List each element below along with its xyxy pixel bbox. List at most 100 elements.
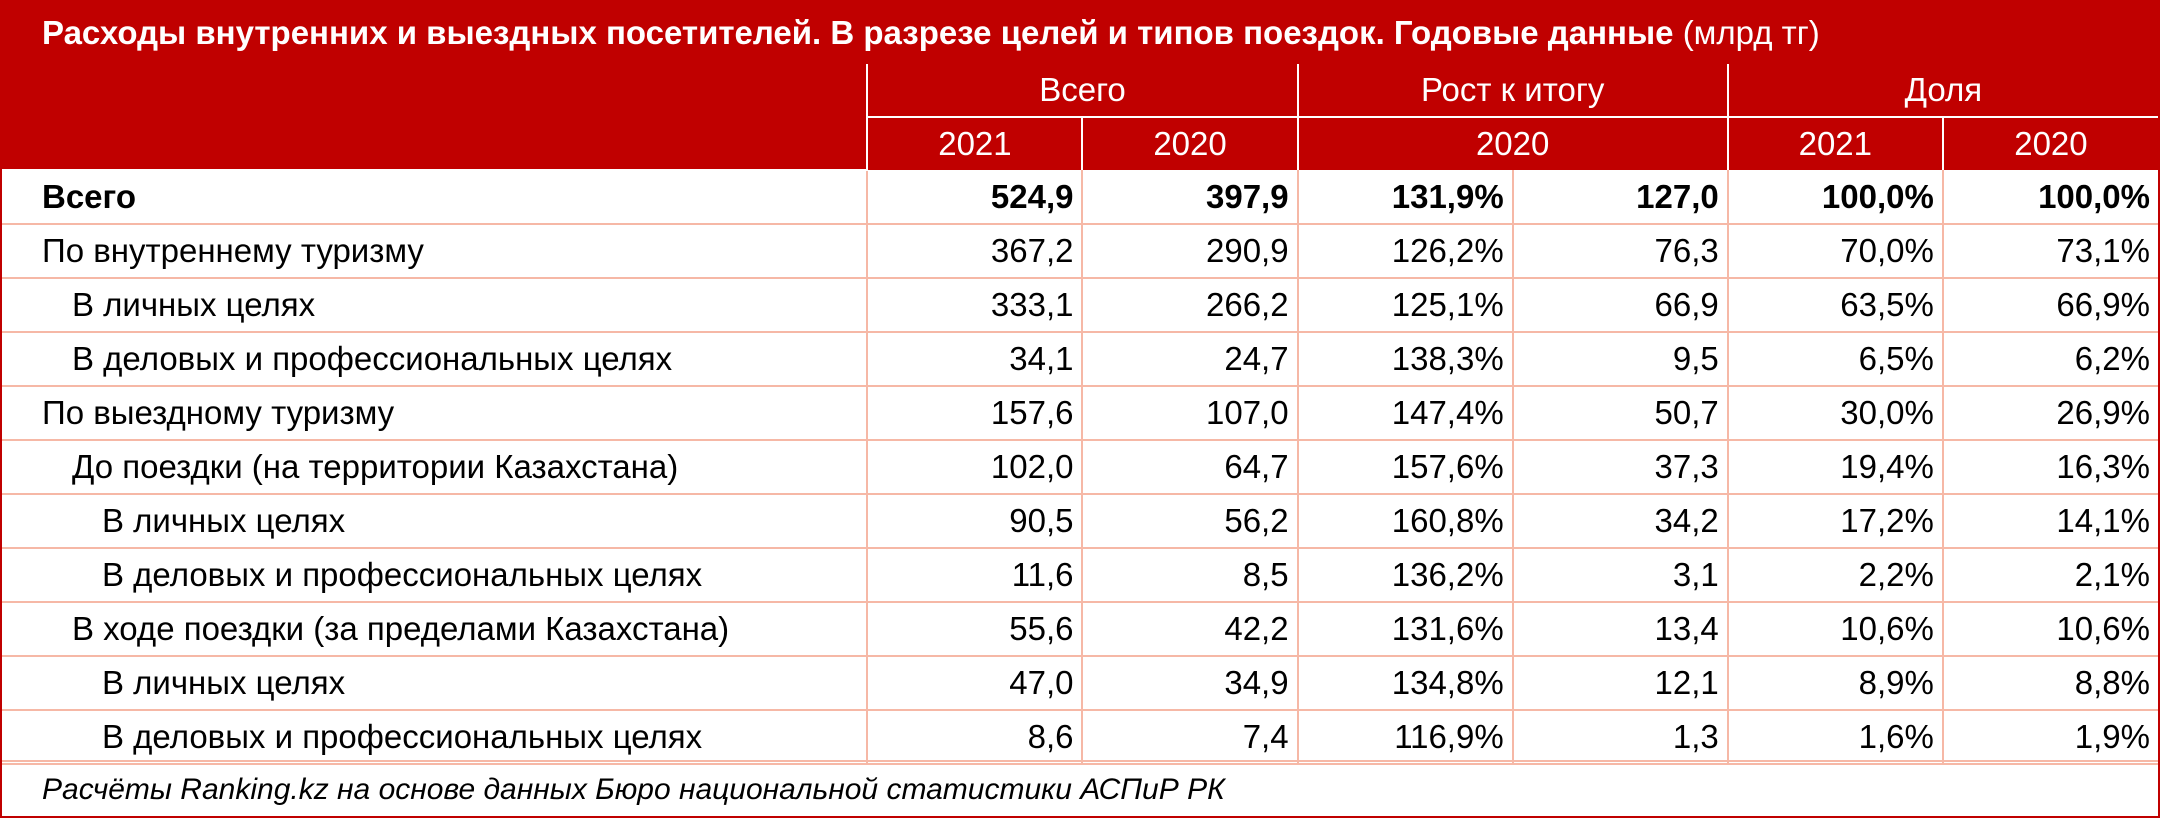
- table-title: Расходы внутренних и выездных посетителе…: [2, 2, 2158, 64]
- row-value: 131,6%: [1296, 601, 1514, 657]
- header-group-total: Всего: [866, 64, 1298, 118]
- row-value: 16,3%: [1941, 439, 2158, 495]
- row-value: 73,1%: [1941, 223, 2158, 279]
- row-value: 100,0%: [1941, 170, 2158, 225]
- row-value: 11,6: [866, 547, 1084, 603]
- row-value: 76,3: [1511, 223, 1729, 279]
- row-value: 1,3: [1511, 709, 1729, 765]
- source-note: Расчёты Ranking.kz на основе данных Бюро…: [2, 760, 2158, 816]
- row-value: 10,6%: [1726, 601, 1944, 657]
- row-value: 100,0%: [1726, 170, 1944, 225]
- row-label: В ходе поездки (за пределами Казахстана): [2, 601, 869, 657]
- row-value: 30,0%: [1726, 385, 1944, 441]
- table-row: В деловых и профессиональных целях 8,6 7,4…: [2, 709, 2158, 765]
- header-year-total-2020: 2020: [1081, 117, 1298, 170]
- row-value: 1,6%: [1726, 709, 1944, 765]
- row-value: 10,6%: [1941, 601, 2158, 657]
- row-label: В деловых и профессиональных целях: [2, 331, 869, 387]
- row-value: 102,0: [866, 439, 1084, 495]
- row-value: 7,4: [1081, 709, 1299, 765]
- row-value: 397,9: [1081, 170, 1299, 225]
- row-value: 1,9%: [1941, 709, 2158, 765]
- row-value: 3,1: [1511, 547, 1729, 603]
- row-label: В деловых и профессиональных целях: [2, 709, 869, 765]
- row-value: 134,8%: [1296, 655, 1514, 711]
- row-value: 56,2: [1081, 493, 1299, 549]
- row-value: 126,2%: [1296, 223, 1514, 279]
- row-value: 17,2%: [1726, 493, 1944, 549]
- table-row: В ходе поездки (за пределами Казахстана)…: [2, 601, 2158, 657]
- row-value: 127,0: [1511, 170, 1729, 225]
- row-value: 63,5%: [1726, 277, 1944, 333]
- table-row: В деловых и профессиональных целях 34,1 24…: [2, 331, 2158, 387]
- row-value: 9,5: [1511, 331, 1729, 387]
- row-value: 37,3: [1511, 439, 1729, 495]
- row-value: 2,2%: [1726, 547, 1944, 603]
- row-value: 160,8%: [1296, 493, 1514, 549]
- row-value: 13,4: [1511, 601, 1729, 657]
- row-value: 367,2: [866, 223, 1084, 279]
- row-value: 524,9: [866, 170, 1084, 225]
- row-value: 136,2%: [1296, 547, 1514, 603]
- row-value: 107,0: [1081, 385, 1299, 441]
- row-value: 66,9%: [1941, 277, 2158, 333]
- row-value: 147,4%: [1296, 385, 1514, 441]
- row-value: 333,1: [866, 277, 1084, 333]
- row-value: 12,1: [1511, 655, 1729, 711]
- row-value: 8,6: [866, 709, 1084, 765]
- row-label: По внутреннему туризму: [2, 223, 869, 279]
- row-value: 34,1: [866, 331, 1084, 387]
- row-value: 6,5%: [1726, 331, 1944, 387]
- row-value: 157,6: [866, 385, 1084, 441]
- row-value: 50,7: [1511, 385, 1729, 441]
- row-value: 66,9: [1511, 277, 1729, 333]
- table-row: В личных целях 333,1 266,2 125,1% 66,9 63,5% 6…: [2, 277, 2158, 333]
- row-value: 138,3%: [1296, 331, 1514, 387]
- row-value: 131,9%: [1296, 170, 1514, 225]
- row-value: 34,2: [1511, 493, 1729, 549]
- row-value: 64,7: [1081, 439, 1299, 495]
- data-table: Всего Рост к итогу Доля 2021 2020 2020 2…: [2, 64, 2158, 765]
- row-label: В личных целях: [2, 493, 869, 549]
- row-value: 19,4%: [1726, 439, 1944, 495]
- title-unit: (млрд тг): [1682, 14, 1820, 51]
- row-label: В личных целях: [2, 277, 869, 333]
- header-year-share-2021: 2021: [1726, 117, 1943, 170]
- header-group-share: Доля: [1726, 64, 2158, 118]
- row-value: 8,9%: [1726, 655, 1944, 711]
- header-group-growth: Рост к итогу: [1296, 64, 1728, 118]
- row-value: 6,2%: [1941, 331, 2158, 387]
- header-blank: [2, 64, 868, 171]
- row-value: 266,2: [1081, 277, 1299, 333]
- title-text: Расходы внутренних и выездных посетителе…: [42, 14, 1674, 51]
- row-label: Всего: [2, 170, 869, 225]
- row-value: 90,5: [866, 493, 1084, 549]
- row-value: 34,9: [1081, 655, 1299, 711]
- row-value: 24,7: [1081, 331, 1299, 387]
- table-row: До поездки (на территории Казахстана) 102…: [2, 439, 2158, 495]
- table-row: По выездному туризму 157,6 107,0 147,4% 50,7…: [2, 385, 2158, 441]
- row-value: 2,1%: [1941, 547, 2158, 603]
- row-value: 157,6%: [1296, 439, 1514, 495]
- header-year-growth-2020: 2020: [1296, 117, 1728, 170]
- row-value: 14,1%: [1941, 493, 2158, 549]
- row-value: 26,9%: [1941, 385, 2158, 441]
- table-row: По внутреннему туризму 367,2 290,9 126,2% 76…: [2, 223, 2158, 279]
- table-row: Всего 524,9 397,9 131,9% 127,0 100,0% 100,0%: [2, 170, 2158, 225]
- row-value: 47,0: [866, 655, 1084, 711]
- row-value: 8,8%: [1941, 655, 2158, 711]
- header-year-share-2020: 2020: [1941, 117, 2158, 170]
- row-value: 290,9: [1081, 223, 1299, 279]
- header-year-total-2021: 2021: [866, 117, 1083, 170]
- row-value: 116,9%: [1296, 709, 1514, 765]
- row-value: 8,5: [1081, 547, 1299, 603]
- row-label: По выездному туризму: [2, 385, 869, 441]
- row-label: В личных целях: [2, 655, 869, 711]
- row-value: 42,2: [1081, 601, 1299, 657]
- row-label: В деловых и профессиональных целях: [2, 547, 869, 603]
- row-value: 125,1%: [1296, 277, 1514, 333]
- row-label: До поездки (на территории Казахстана): [2, 439, 869, 495]
- table-body: Всего 524,9 397,9 131,9% 127,0 100,0% 100,0% По…: [2, 170, 2158, 765]
- table-row: В деловых и профессиональных целях 11,6 8,…: [2, 547, 2158, 603]
- table-row: В личных целях 47,0 34,9 134,8% 12,1 8,9% 8,8%: [2, 655, 2158, 711]
